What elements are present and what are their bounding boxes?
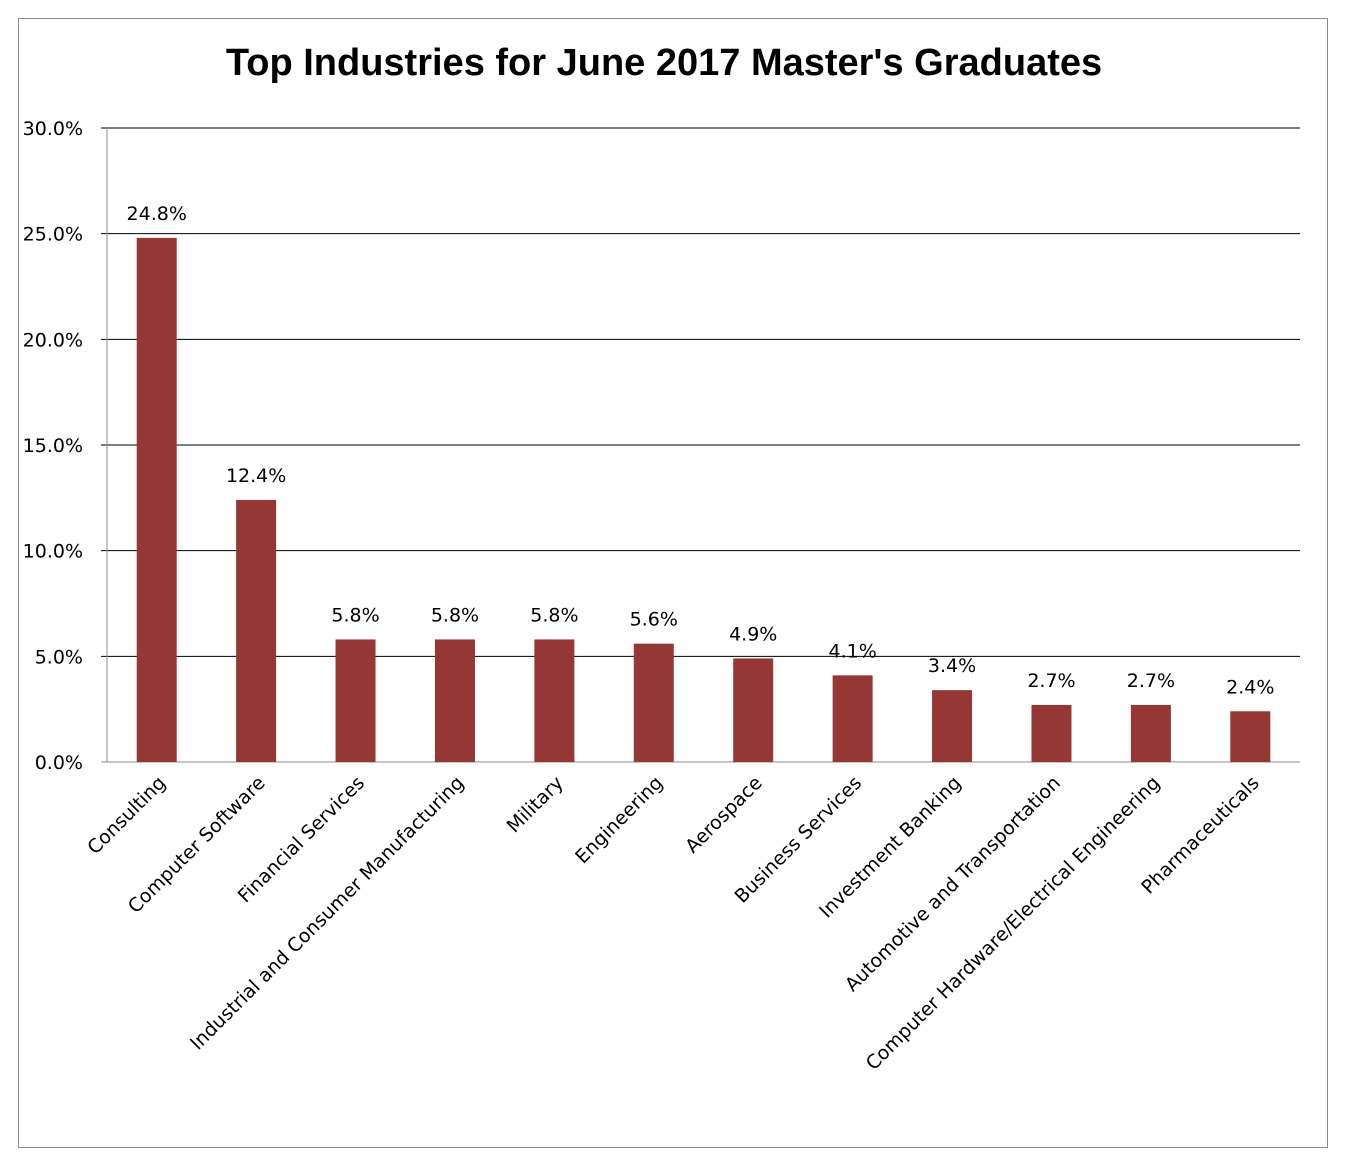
bar [633, 643, 674, 762]
y-tick-label: 30.0% [23, 118, 83, 140]
y-tick-label: 10.0% [23, 541, 83, 563]
data-label: 5.8% [331, 604, 379, 626]
data-label: 12.4% [226, 465, 286, 487]
x-tick-label: Automotive and Transportation [841, 772, 1065, 996]
data-label: 4.1% [828, 640, 876, 662]
bars [136, 237, 1271, 763]
data-label: 5.8% [530, 604, 578, 626]
chart-title: Top Industries for June 2017 Master's Gr… [225, 42, 1103, 84]
data-label: 5.8% [431, 604, 479, 626]
bar [335, 639, 376, 762]
y-tick-label: 5.0% [35, 646, 83, 668]
data-label: 5.6% [630, 609, 678, 631]
data-labels: 24.8% 12.4% 5.8% 5.8% 5.8% 5.6% 4.9% 4.1% 3.4% 2.… [127, 203, 1275, 698]
y-tick-label: 25.0% [23, 224, 83, 246]
bar [832, 675, 873, 762]
bar [534, 639, 575, 762]
x-tick-label: Military [503, 772, 568, 837]
gridlines [101, 127, 1300, 763]
data-label: 4.9% [729, 623, 777, 645]
y-axis-ticks: 0.0% 5.0% 10.0% 15.0% 20.0% 25.0% 30.0% [23, 118, 83, 774]
bar [136, 237, 177, 763]
bar [236, 499, 277, 762]
bar [1230, 711, 1271, 762]
data-label: 2.7% [1027, 670, 1075, 692]
bar [733, 658, 774, 762]
bar [434, 639, 475, 762]
data-label: 24.8% [127, 203, 187, 225]
data-label: 3.4% [928, 655, 976, 677]
x-tick-label: Aerospace [681, 772, 767, 858]
x-tick-label: Engineering [571, 772, 667, 868]
data-label: 2.7% [1127, 670, 1175, 692]
bar [1031, 704, 1072, 762]
y-tick-label: 15.0% [23, 435, 83, 457]
data-label: 2.4% [1226, 676, 1274, 698]
y-tick-label: 20.0% [23, 329, 83, 351]
y-tick-label: 0.0% [35, 752, 83, 774]
x-tick-label: Consulting [83, 772, 170, 859]
bar [932, 690, 973, 762]
bar [1130, 704, 1171, 762]
